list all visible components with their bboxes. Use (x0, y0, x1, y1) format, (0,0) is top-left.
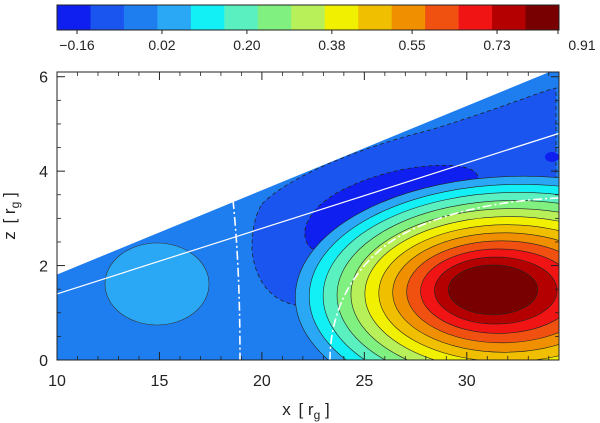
colorbar-swatch (190, 5, 225, 30)
colorbar-swatch (458, 5, 493, 30)
x-axis-label: x [ rg ] (282, 400, 329, 422)
colorbar-swatch (157, 5, 192, 30)
y-axis-label-sub: g (8, 202, 22, 209)
x-axis: 10 15 20 25 30 (48, 72, 550, 390)
colorbar-tick-label: 0.91 (568, 37, 595, 53)
colorbar-swatch (224, 5, 259, 30)
positive-lobe (294, 175, 559, 360)
y-axis-label-main: z (0, 231, 19, 240)
colorbar-tick-label: 0.55 (398, 37, 425, 53)
positive-level-ring (448, 264, 539, 315)
colorbar-tick-label: 0.73 (483, 37, 510, 53)
colorbar-swatch (57, 5, 91, 30)
x-tick-label: 30 (458, 373, 476, 390)
plot-area (56, 71, 560, 361)
colorbar-tick-label: 0.20 (233, 37, 260, 53)
domain-top-edge (56, 71, 549, 275)
colorbar-swatch (525, 5, 560, 30)
zero-contour-left (232, 199, 241, 360)
y-axis-label: z [ rg ] (0, 192, 22, 239)
x-tick-label: 10 (48, 373, 66, 390)
colorbar-swatch (257, 5, 292, 30)
colorbar-frame (56, 4, 560, 31)
y-tick-label: 4 (39, 164, 48, 181)
colorbar-swatch (391, 5, 426, 30)
plot-frame (56, 71, 560, 361)
y-tick-label: 0 (39, 353, 48, 370)
colorbar-tick-label: 0.38 (318, 37, 345, 53)
colorbar-swatch (324, 5, 359, 30)
colorbar-swatch (358, 5, 393, 30)
colorbar: −0.16 0.02 0.20 0.38 0.55 0.73 0.91 (56, 4, 596, 53)
colorbar-tick-labels: −0.16 0.02 0.20 0.38 0.55 0.73 0.91 (59, 30, 596, 53)
y-tick-label: 6 (39, 70, 48, 87)
weak-positive-lobe (104, 242, 210, 326)
y-axis: 0 2 4 6 (39, 70, 559, 370)
colorbar-swatch (291, 5, 326, 30)
colorbar-swatch (425, 5, 460, 30)
colorbar-tick-label: 0.02 (148, 37, 175, 53)
colorbar-swatch (492, 5, 527, 30)
colorbar-swatches (57, 5, 560, 30)
x-tick-label: 15 (151, 373, 169, 390)
x-tick-label: 20 (253, 373, 271, 390)
x-axis-label-main: x (282, 400, 291, 419)
y-tick-label: 2 (39, 259, 48, 276)
colorbar-swatch (123, 5, 158, 30)
guide-line (56, 132, 560, 295)
x-tick-label: 25 (355, 373, 373, 390)
x-axis-label-sub: g (314, 408, 321, 422)
zero-contour-right (329, 197, 559, 360)
negative-edge-spot (545, 152, 559, 162)
colorbar-swatch (90, 5, 125, 30)
colorbar-tick-label: −0.16 (59, 37, 95, 53)
